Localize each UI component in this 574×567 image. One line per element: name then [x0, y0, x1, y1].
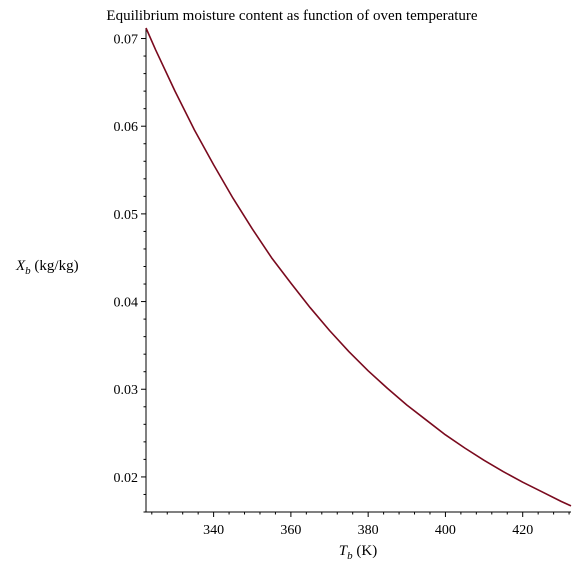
y-tick-label: 0.03: [114, 383, 139, 398]
x-tick-label: 360: [280, 523, 301, 538]
series-line: [145, 27, 572, 507]
y-axis-label-unit: (kg/kg): [31, 258, 79, 274]
x-axis-label-unit: (K): [353, 543, 378, 559]
y-tick-label: 0.04: [114, 296, 139, 311]
y-tick-label: 0.05: [114, 208, 139, 223]
y-tick-label: 0.06: [114, 120, 139, 135]
x-axis-label-symbol: T: [339, 543, 349, 559]
y-axis-label: Xb (kg/kg): [15, 258, 79, 277]
y-tick-label: 0.07: [114, 33, 139, 48]
x-tick-label: 340: [203, 523, 224, 538]
y-axis-label-symbol: X: [15, 258, 26, 274]
x-tick-label: 400: [435, 523, 456, 538]
x-axis-label-subscript: b: [347, 550, 353, 562]
x-ticks: 340 360 380 400 420: [151, 512, 570, 538]
y-ticks: 0.02 0.03 0.04 0.05 0.06 0.07: [114, 33, 146, 513]
x-axis-label: Tb (K): [339, 543, 377, 562]
chart-title: Equilibrium moisture content as function…: [106, 8, 477, 24]
x-tick-label: 380: [358, 523, 379, 538]
x-tick-label: 420: [512, 523, 533, 538]
y-axis-label-subscript: b: [25, 265, 31, 277]
y-tick-label: 0.02: [114, 471, 139, 486]
